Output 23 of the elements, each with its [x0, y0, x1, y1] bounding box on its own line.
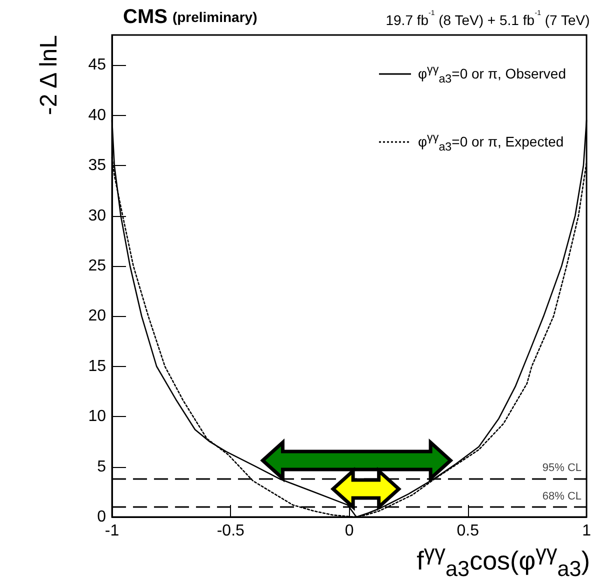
y-tick-label: 40: [88, 106, 106, 124]
y-tick-label: 10: [88, 408, 106, 426]
x-tick-label: 0: [344, 522, 354, 540]
y-tick-label: 35: [88, 157, 106, 174]
y-tick-label: 45: [88, 56, 106, 74]
y-tick-label: 20: [88, 308, 106, 325]
x-tick-label: 0.5: [456, 522, 480, 540]
chart-title: CMS: [123, 6, 168, 28]
legend-label: φ$^{γγ}$$_{a3}$=0 or π, Expected: [418, 130, 564, 154]
y-tick-label: 5: [97, 458, 106, 476]
legend-label: φ$^{γγ}$$_{a3}$=0 or π, Observed: [418, 62, 566, 86]
y-axis-title: -2 Δ lnL: [36, 35, 62, 116]
chart-subtitle: (preliminary): [172, 9, 258, 25]
x-tick-label: 1: [582, 522, 592, 540]
x-tick-label: -0.5: [216, 522, 245, 540]
ref-line-label: 68% CL: [542, 490, 582, 502]
y-tick-label: 25: [88, 257, 106, 274]
y-tick-label: 15: [88, 358, 106, 375]
x-axis-title: f$^{γγ}$$_{a3}$cos(φ$^{γγ}$$_{a3}$): [416, 540, 590, 582]
ref-line-label: 95% CL: [542, 462, 582, 474]
y-tick-label: 0: [97, 508, 106, 526]
x-tick-label: -1: [104, 522, 120, 540]
y-tick-label: 30: [88, 207, 106, 224]
